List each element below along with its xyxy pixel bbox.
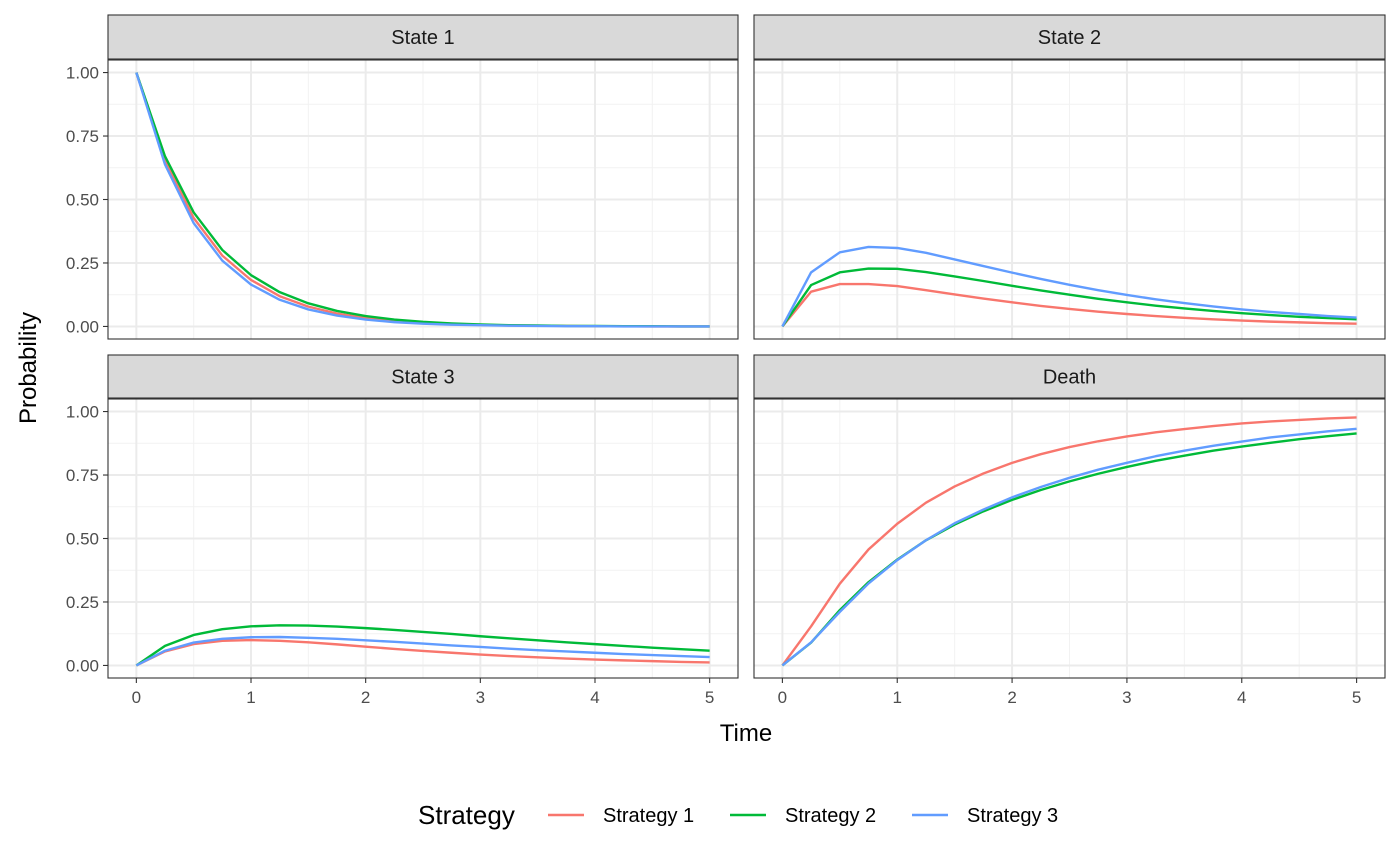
y-tick-label: 0.50 xyxy=(66,191,99,210)
legend-item-strategy-3: Strategy 3 xyxy=(912,805,1058,827)
x-tick-label: 1 xyxy=(246,688,255,707)
strip-label: State 3 xyxy=(391,367,454,389)
y-tick-label: 0.25 xyxy=(66,254,99,273)
panel-death: Death 0 1 2 3 4 5 xyxy=(753,354,1386,707)
legend-label: Strategy 2 xyxy=(785,805,876,827)
legend-item-strategy-2: Strategy 2 xyxy=(730,805,876,827)
x-tick-label: 1 xyxy=(893,688,902,707)
legend-label: Strategy 1 xyxy=(603,805,694,827)
x-tick-label: 2 xyxy=(1007,688,1016,707)
series-line-strategy-3 xyxy=(781,427,1357,667)
y-axis-title: Probability xyxy=(15,312,42,424)
strip-state-2 xyxy=(753,14,1386,60)
panels-layer: State 1 0.00 0.25 0.50 0.75 1.00 State 2 State … xyxy=(66,14,1386,707)
y-tick-label: 0.50 xyxy=(66,530,99,549)
x-tick-label: 5 xyxy=(1352,688,1361,707)
x-tick-label: 4 xyxy=(1237,688,1246,707)
strip-state-3 xyxy=(107,354,739,399)
legend-items: Strategy 1 Strategy 2 Strategy 3 xyxy=(548,805,1058,827)
series-line-strategy-1 xyxy=(135,638,710,667)
legend-title: Strategy xyxy=(418,800,515,830)
y-tick-label: 0.25 xyxy=(66,593,99,612)
strip-state-1 xyxy=(107,14,739,60)
x-tick-label: 3 xyxy=(1122,688,1131,707)
strip-label: State 2 xyxy=(1038,27,1101,49)
strip-label: State 1 xyxy=(391,27,454,49)
series-line-strategy-3 xyxy=(781,245,1357,328)
y-tick-label: 0.75 xyxy=(66,127,99,146)
legend: Strategy Strategy 1 Strategy 2 Strategy 3 xyxy=(418,800,1058,830)
x-tick-label: 4 xyxy=(590,688,599,707)
series-line-strategy-2 xyxy=(135,624,710,667)
y-tick-label: 0.75 xyxy=(66,466,99,485)
y-tick-label: 0.00 xyxy=(66,656,99,675)
panel-border xyxy=(753,398,1386,679)
panel-state-2: State 2 xyxy=(753,14,1386,340)
series-line-strategy-1 xyxy=(781,282,1357,328)
legend-item-strategy-1: Strategy 1 xyxy=(548,805,694,827)
x-tick-label: 3 xyxy=(476,688,485,707)
strip-label: Death xyxy=(1043,367,1096,389)
x-tick-label: 5 xyxy=(705,688,714,707)
x-tick-label: 2 xyxy=(361,688,370,707)
series-line-strategy-3 xyxy=(135,72,710,328)
panel-border xyxy=(753,59,1386,340)
y-tick-label: 1.00 xyxy=(66,403,99,422)
x-tick-label: 0 xyxy=(778,688,787,707)
series-line-strategy-1 xyxy=(781,416,1357,667)
series-line-strategy-2 xyxy=(781,267,1357,328)
y-tick-label: 1.00 xyxy=(66,64,99,83)
panel-state-1: State 1 0.00 0.25 0.50 0.75 1.00 xyxy=(66,14,739,340)
panel-state-3: State 3 0.00 0.25 0.50 0.75 1.00 0 1 2 3 4 5 xyxy=(66,354,739,707)
x-tick-label: 0 xyxy=(132,688,141,707)
x-axis-title: Time xyxy=(720,720,772,747)
legend-label: Strategy 3 xyxy=(967,805,1058,827)
strip-death xyxy=(753,354,1386,399)
y-tick-label: 0.00 xyxy=(66,317,99,336)
series-line-strategy-3 xyxy=(135,635,710,667)
